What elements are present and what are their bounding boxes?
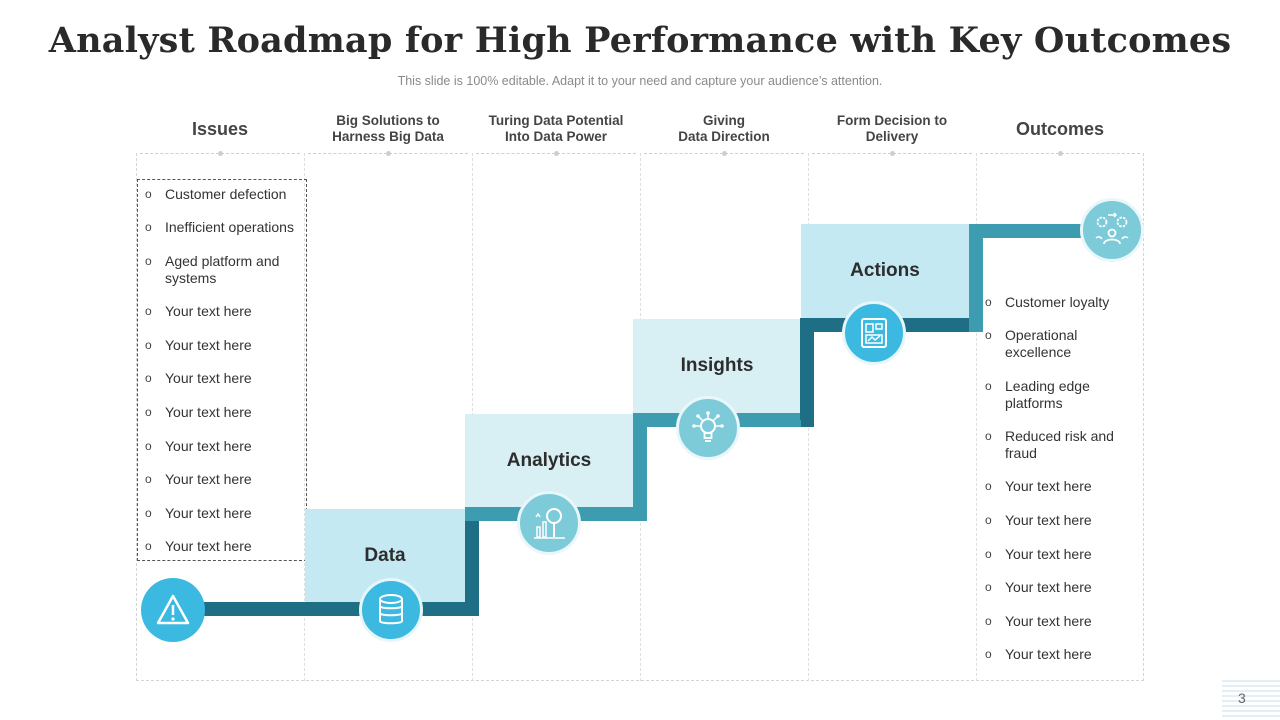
outcome-item: Your text here: [977, 613, 1092, 630]
issue-item: Inefficient operations: [137, 219, 294, 236]
step-label-insights: Insights: [680, 355, 754, 376]
dashboard-tablet-icon: [842, 301, 906, 365]
step-label-actions: Actions: [850, 260, 920, 281]
outcome-item: Leading edge platforms: [977, 378, 1090, 412]
header-dot: [722, 151, 727, 156]
outcome-item: Customer loyalty: [977, 294, 1109, 311]
column-header-big-solutions: Big Solutions to Harness Big Data: [304, 106, 472, 152]
column-divider: [976, 153, 977, 681]
issue-item: Your text here: [137, 538, 252, 555]
column-header-label: Giving Data Direction: [678, 113, 770, 144]
issue-item: Your text here: [137, 438, 252, 455]
issue-item: Your text here: [137, 471, 252, 488]
lightbulb-network-icon: [676, 396, 740, 460]
page-title: Analyst Roadmap for High Performance wit…: [48, 20, 1232, 61]
column-header-label: Turing Data Potential Into Data Power: [488, 113, 624, 144]
analytics-magnifier-icon: [517, 491, 581, 555]
column-divider: [304, 153, 305, 681]
header-dot: [890, 151, 895, 156]
staircase-dark-segment: [200, 514, 479, 616]
issue-item: Customer defection: [137, 186, 286, 203]
header-dot: [386, 151, 391, 156]
header-dot: [218, 151, 223, 156]
header-dot: [1058, 151, 1063, 156]
outcome-item: Operational excellence: [977, 327, 1077, 361]
database-icon: [359, 578, 423, 642]
column-header-decision-delivery: Form Decision to Delivery: [808, 106, 976, 152]
step-label-analytics: Analytics: [506, 450, 592, 471]
issue-item: Your text here: [137, 370, 252, 387]
header-dot: [554, 151, 559, 156]
column-header-label: Big Solutions to Harness Big Data: [332, 113, 444, 144]
corner-decoration: [1222, 680, 1280, 717]
column-header-data-potential: Turing Data Potential Into Data Power: [472, 106, 640, 152]
outcome-item: Your text here: [977, 512, 1092, 529]
outcome-item: Your text here: [977, 646, 1092, 663]
issue-item: Your text here: [137, 303, 252, 320]
outcome-item: Your text here: [977, 579, 1092, 596]
page-subtitle: This slide is 100% editable. Adapt it to…: [397, 74, 883, 88]
column-header-label: Form Decision to Delivery: [836, 113, 948, 144]
issue-item: Your text here: [137, 505, 252, 522]
column-header-data-direction: Giving Data Direction: [640, 106, 808, 152]
column-header-outcomes: Outcomes: [1015, 119, 1105, 139]
outcome-item: Your text here: [977, 478, 1092, 495]
page-number: 3: [1238, 690, 1246, 706]
step-label-data: Data: [364, 544, 406, 566]
staircase-mid-segment-2: [969, 224, 1090, 332]
column-header-issues: Issues: [191, 119, 249, 139]
outcome-item: Reduced risk and fraud: [977, 428, 1114, 462]
issue-item: Your text here: [137, 404, 252, 421]
outcome-item: Your text here: [977, 546, 1092, 563]
issue-item: Aged platform and systems: [137, 253, 279, 287]
team-gears-icon: [1080, 198, 1144, 262]
staircase-mid-segment: [465, 413, 808, 521]
warning-triangle-icon: [141, 578, 205, 642]
issue-item: Your text here: [137, 337, 252, 354]
